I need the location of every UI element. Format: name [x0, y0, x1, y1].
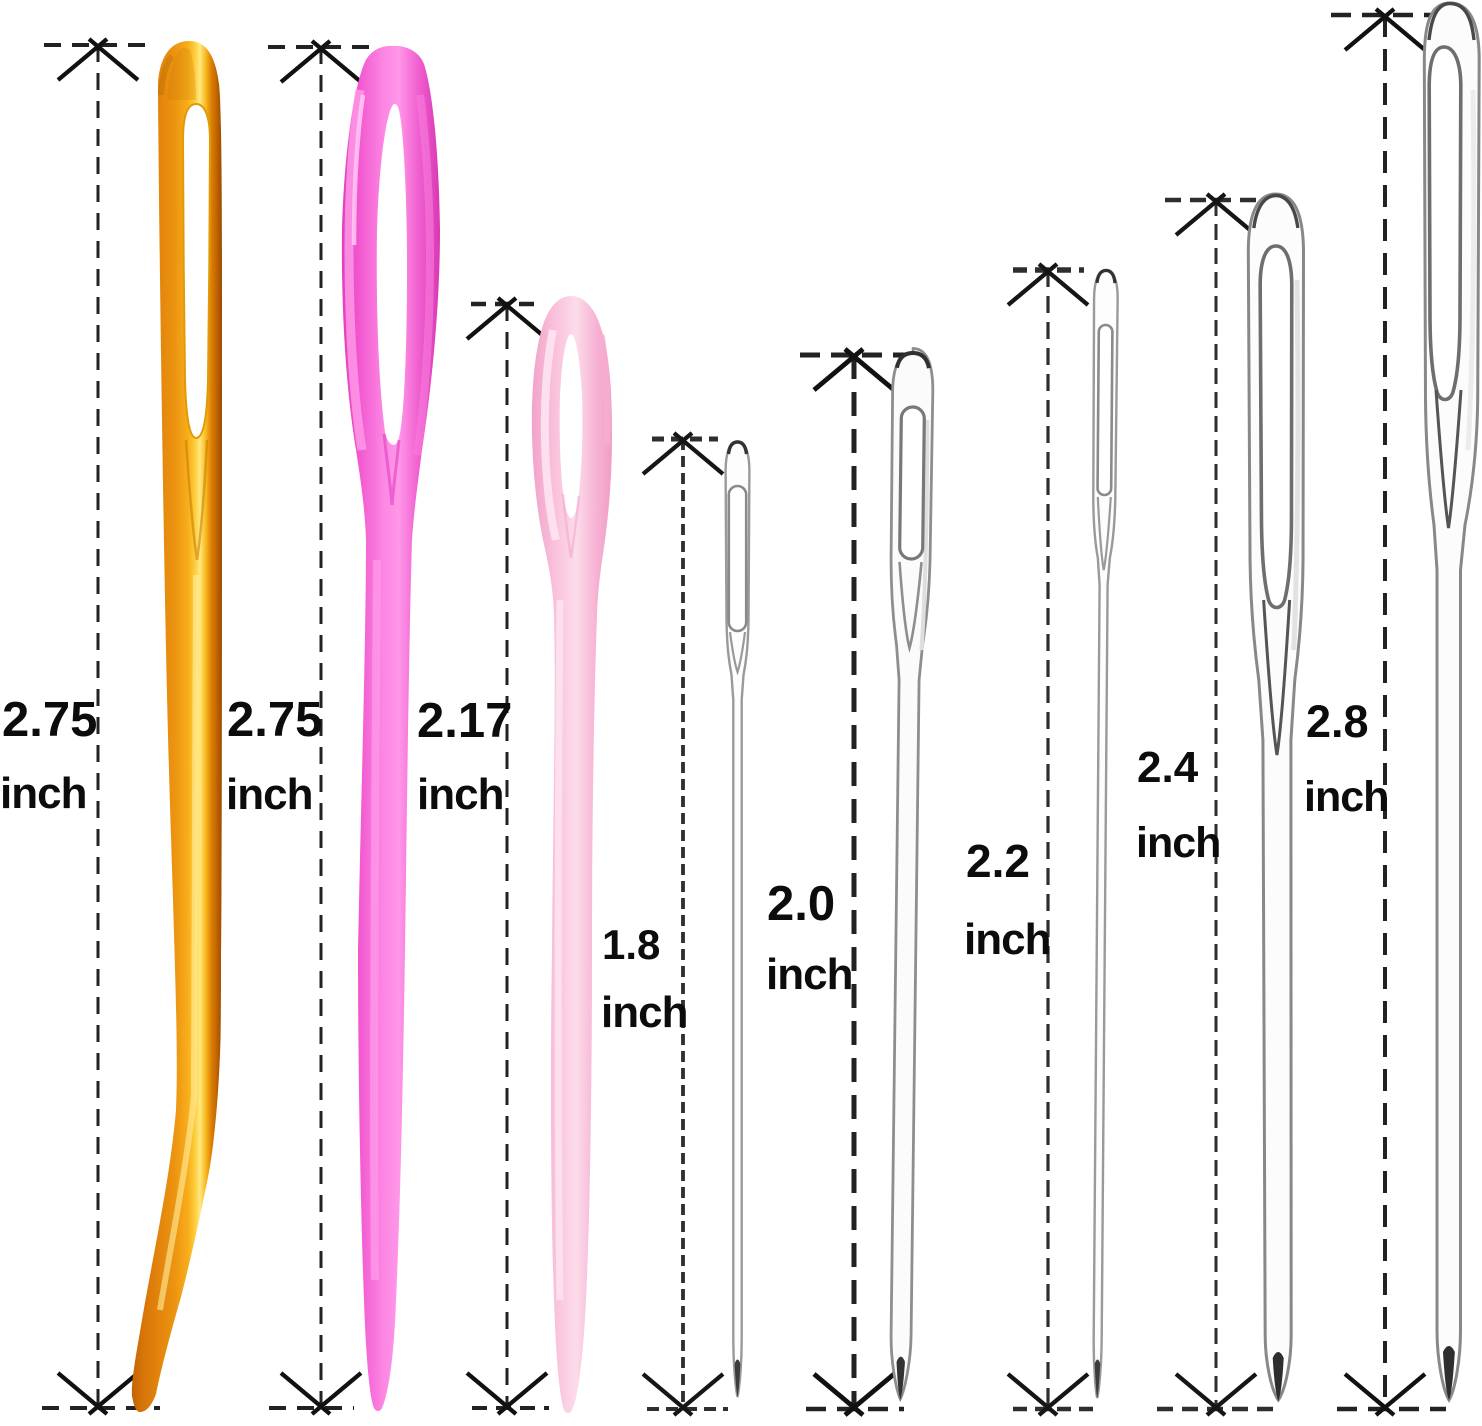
svg-text:2.75: 2.75: [227, 693, 322, 747]
svg-text:2.8: 2.8: [1306, 696, 1369, 747]
svg-text:inch: inch: [0, 769, 86, 818]
svg-text:2.17: 2.17: [417, 694, 512, 748]
svg-text:2.4: 2.4: [1137, 743, 1199, 792]
svg-text:inch: inch: [417, 770, 503, 819]
svg-text:inch: inch: [601, 988, 687, 1037]
svg-text:inch: inch: [964, 915, 1050, 964]
svg-text:inch: inch: [1136, 819, 1220, 867]
svg-text:2.75: 2.75: [2, 693, 97, 747]
svg-text:inch: inch: [1304, 773, 1388, 821]
svg-text:inch: inch: [226, 770, 312, 819]
svg-text:2.2: 2.2: [966, 835, 1030, 887]
svg-text:inch: inch: [766, 950, 852, 999]
svg-text:2.0: 2.0: [767, 877, 835, 931]
svg-text:1.8: 1.8: [602, 921, 660, 968]
